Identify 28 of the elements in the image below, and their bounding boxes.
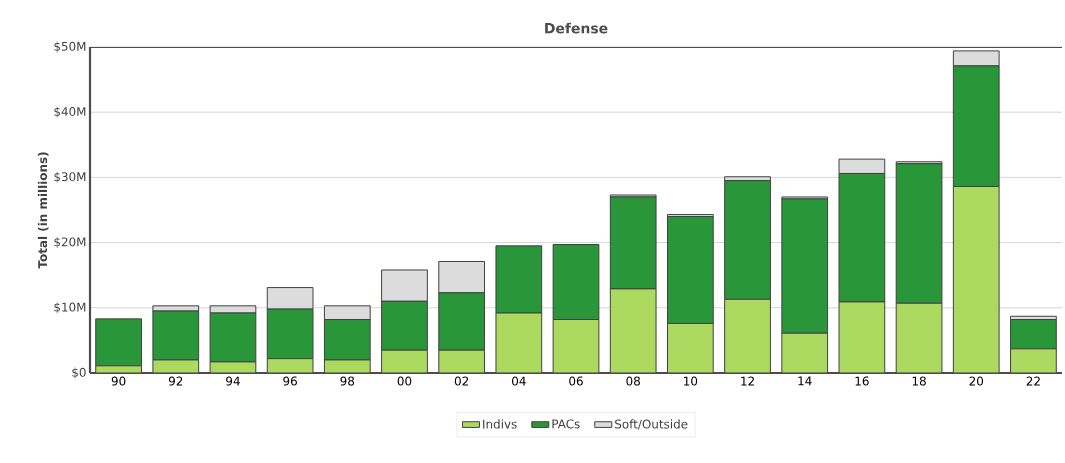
y-tick-label: $30M <box>54 171 86 183</box>
x-tick-label: 12 <box>741 376 754 386</box>
x-tick-label: 08 <box>626 376 640 386</box>
legend-label: PACs <box>552 419 580 429</box>
y-tick-label: $20M <box>54 237 86 248</box>
x-tick-label: 98 <box>340 376 355 386</box>
legend-label: Soft/Outside <box>615 419 688 430</box>
x-tick-label: 00 <box>397 376 412 386</box>
x-tick-label: 10 <box>684 376 698 386</box>
chart-title: Defense <box>545 22 608 34</box>
x-tick-label: 02 <box>454 376 469 386</box>
y-tick-label: $50M <box>54 41 86 53</box>
x-tick-label: 92 <box>168 376 183 386</box>
x-tick-label: 90 <box>111 376 126 386</box>
y-tick-label: $0 <box>72 367 86 379</box>
x-tick-label: 94 <box>226 376 240 386</box>
legend-label: Indivs <box>483 419 517 429</box>
y-axis-title: Total (in millions) <box>37 152 49 269</box>
x-tick-label: 22 <box>1026 376 1040 386</box>
x-tick-label: 96 <box>283 376 297 386</box>
x-tick-label: 20 <box>969 376 984 386</box>
x-tick-label: 04 <box>512 376 526 386</box>
y-tick-label: $10M <box>54 302 86 314</box>
x-tick-label: 18 <box>912 376 926 386</box>
x-tick-label: 14 <box>798 376 812 386</box>
x-tick-label: 16 <box>855 376 869 386</box>
y-tick-label: $40M <box>54 106 86 118</box>
x-tick-label: 06 <box>569 376 583 386</box>
